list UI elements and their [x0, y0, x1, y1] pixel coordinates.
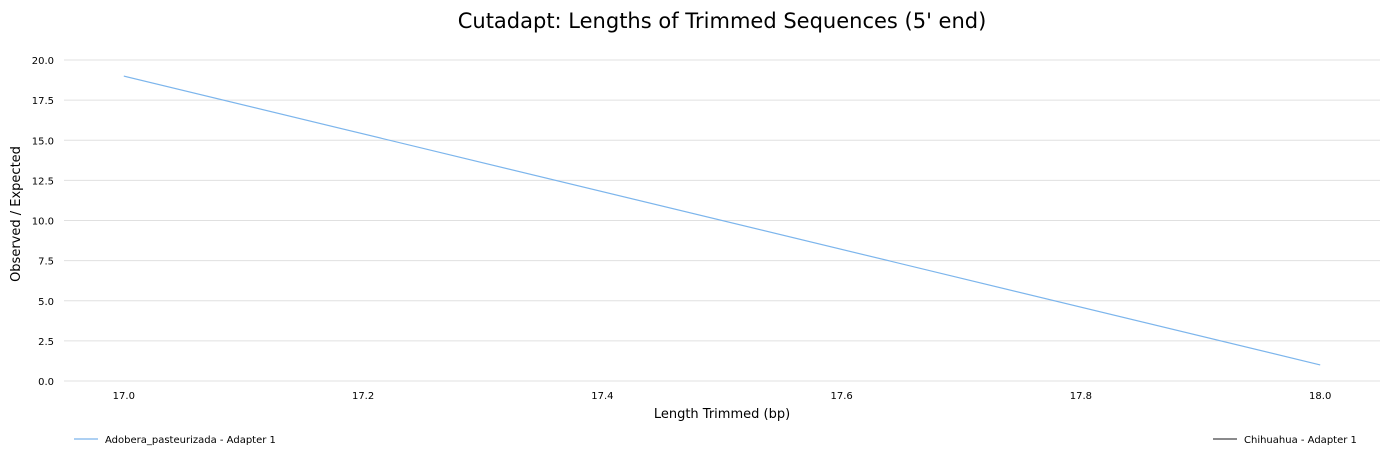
x-tick-label: 18.0 [1309, 391, 1331, 402]
legend-item[interactable]: Chihuahua - Adapter 1 [1213, 435, 1357, 446]
x-tick-label: 17.4 [591, 391, 613, 402]
y-axis-label: Observed / Expected [9, 146, 24, 282]
legend-label: Adobera_pasteurizada - Adapter 1 [105, 435, 276, 446]
y-tick-label: 10.0 [32, 217, 54, 228]
y-tick-label: 0.0 [38, 377, 54, 388]
y-tick-label: 2.5 [38, 337, 54, 348]
x-tick-label: 17.2 [352, 391, 374, 402]
y-tick-label: 20.0 [32, 56, 54, 67]
y-tick-label: 15.0 [32, 136, 54, 147]
series-lines [123, 75, 1321, 366]
x-axis-ticks: 17.0 17.2 17.4 17.6 17.8 18.0 [113, 391, 1332, 402]
y-tick-label: 17.5 [32, 96, 54, 107]
x-axis-label: Length Trimmed (bp) [654, 407, 790, 422]
x-tick-label: 17.0 [113, 391, 135, 402]
chart-title: Cutadapt: Lengths of Trimmed Sequences (… [458, 9, 987, 33]
x-tick-label: 17.8 [1070, 391, 1092, 402]
x-tick-label: 17.6 [831, 391, 853, 402]
legend-item[interactable]: Adobera_pasteurizada - Adapter 1 [74, 435, 276, 446]
legend: Adobera_pasteurizada - Adapter 1 Chihuahu… [74, 435, 1357, 446]
series-line-1[interactable] [123, 75, 1321, 366]
y-axis-ticks: 0.0 2.5 5.0 7.5 10.0 12.5 15.0 17.5 20.0 [32, 56, 54, 388]
y-tick-label: 12.5 [32, 176, 54, 187]
y-tick-label: 5.0 [38, 297, 54, 308]
legend-label: Chihuahua - Adapter 1 [1244, 435, 1357, 446]
y-tick-label: 7.5 [38, 257, 54, 268]
